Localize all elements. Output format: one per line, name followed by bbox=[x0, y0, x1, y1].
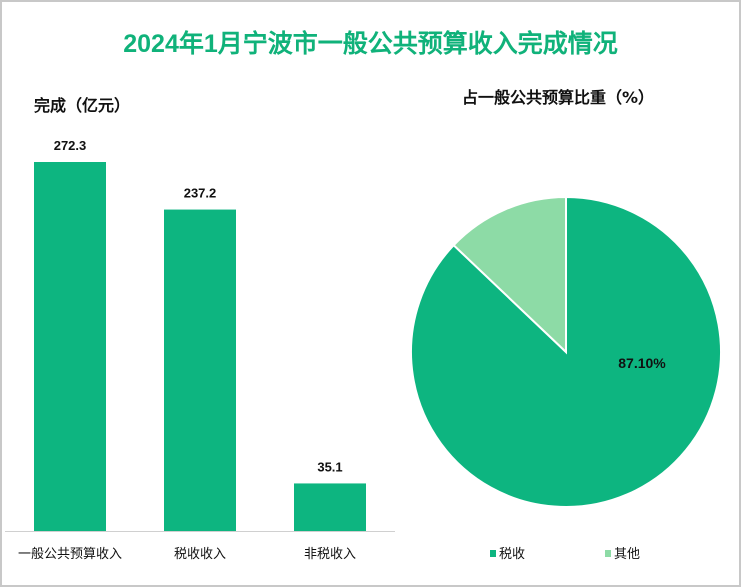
bar bbox=[164, 209, 236, 531]
legend-label: 其他 bbox=[614, 547, 640, 562]
bar-data-label: 35.1 bbox=[317, 459, 342, 474]
bar-category-label: 非税收入 bbox=[304, 547, 356, 562]
pie-data-label: 87.10% bbox=[618, 355, 666, 371]
pie-slice bbox=[452, 195, 567, 355]
bar-data-label: 237.2 bbox=[184, 186, 217, 201]
bar-category-label: 税收收入 bbox=[174, 547, 226, 562]
bar-chart-title: 完成（亿元） bbox=[34, 96, 131, 115]
legend-swatch bbox=[490, 550, 496, 557]
chart-title: 2024年1月宁波市一般公共预算收入完成情况 bbox=[123, 30, 618, 58]
bar-data-label: 272.3 bbox=[54, 138, 87, 153]
bar-category-label: 一般公共预算收入 bbox=[18, 546, 122, 562]
bar bbox=[34, 162, 106, 531]
pie-chart-title: 占一般公共预算比重（%） bbox=[462, 88, 655, 107]
legend-label: 税收 bbox=[499, 547, 525, 562]
bar bbox=[294, 483, 366, 531]
legend-swatch bbox=[605, 550, 611, 557]
